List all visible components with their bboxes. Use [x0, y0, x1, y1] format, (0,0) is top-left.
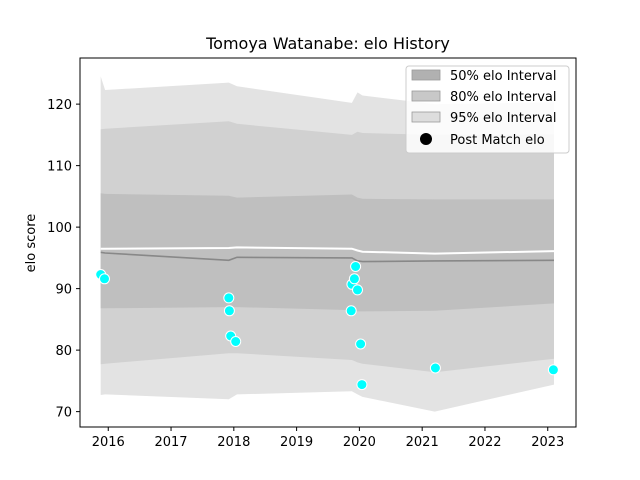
y-tick-label: 90 [55, 283, 72, 298]
data-point [99, 273, 110, 285]
x-tick-label: 2017 [154, 435, 187, 450]
y-tick-label: 80 [55, 344, 72, 359]
data-point [223, 292, 235, 304]
chart-title: Tomoya Watanabe: elo History [205, 34, 450, 53]
band-50-interval [100, 193, 554, 312]
y-tick-label: 70 [55, 406, 72, 421]
x-tick-label: 2022 [468, 435, 501, 450]
data-point [348, 273, 360, 285]
data-point [356, 379, 368, 391]
legend-swatch-50 [411, 69, 441, 81]
data-point [223, 305, 235, 317]
legend-label-post-match: Post Match elo [450, 133, 545, 148]
x-tick-label: 2023 [531, 435, 564, 450]
bands-group [100, 76, 554, 412]
data-point [352, 284, 363, 296]
plot-area [95, 76, 559, 412]
legend-swatch-95 [411, 111, 441, 123]
data-point [429, 362, 441, 374]
data-point [355, 338, 367, 350]
series-line-expected [100, 246, 555, 255]
y-tick-label: 120 [47, 98, 72, 113]
x-tick-label: 2018 [217, 435, 250, 450]
data-point [230, 336, 242, 347]
y-axis-title: elo score [24, 214, 39, 273]
legend-marker-post-match [420, 133, 432, 145]
legend-label-50: 50% elo Interval [450, 69, 557, 84]
data-point [345, 305, 357, 317]
legend: 50% elo Interval 80% elo Interval 95% el… [405, 65, 570, 154]
x-tick-label: 2021 [406, 435, 439, 450]
series-line-mean [100, 251, 555, 263]
y-tick-label: 110 [47, 160, 72, 175]
data-point [547, 364, 559, 376]
legend-swatch-80 [411, 90, 441, 102]
x-tick-label: 2019 [280, 435, 313, 450]
points-group [95, 261, 559, 391]
data-point [350, 261, 362, 272]
y-tick-label: 100 [47, 221, 72, 236]
x-tick-label: 2016 [92, 435, 125, 450]
y-axis: 70 80 90 100 110 120 [47, 98, 80, 421]
x-axis: 2016 2017 2018 2019 2020 2021 2022 2023 [92, 427, 564, 450]
axes-frame [79, 57, 577, 428]
x-tick-label: 2020 [343, 435, 376, 450]
legend-box [405, 65, 570, 154]
legend-label-95: 95% elo Interval [450, 111, 557, 126]
legend-label-80: 80% elo Interval [450, 90, 557, 105]
